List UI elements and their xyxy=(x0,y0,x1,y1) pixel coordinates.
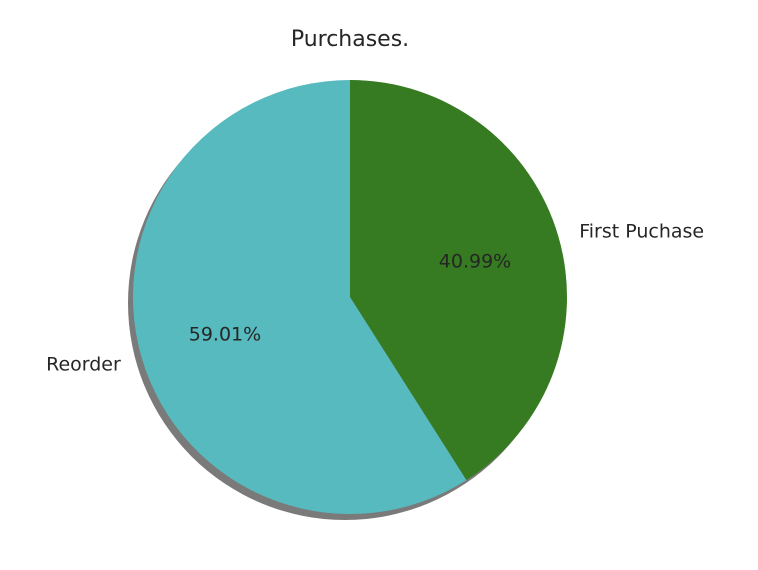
pie-category-label-reorder: Reorder xyxy=(46,354,121,376)
pie-slices xyxy=(132,80,567,514)
chart-title: Purchases. xyxy=(291,27,409,52)
pie-pct-label-first-puchase: 40.99% xyxy=(439,251,511,273)
pie-slice-first-puchase xyxy=(350,80,567,481)
pie-pct-label-reorder: 59.01% xyxy=(189,323,261,345)
pie-category-label-first-puchase: First Puchase xyxy=(579,220,704,242)
pie-labels: 40.99% First Puchase 59.01% Reorder xyxy=(46,220,704,375)
pie-slice-reorder xyxy=(132,80,467,514)
